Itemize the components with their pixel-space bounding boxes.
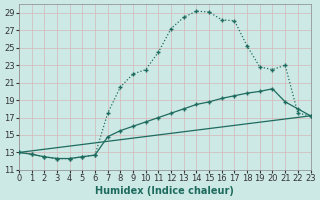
X-axis label: Humidex (Indice chaleur): Humidex (Indice chaleur) [95,186,234,196]
